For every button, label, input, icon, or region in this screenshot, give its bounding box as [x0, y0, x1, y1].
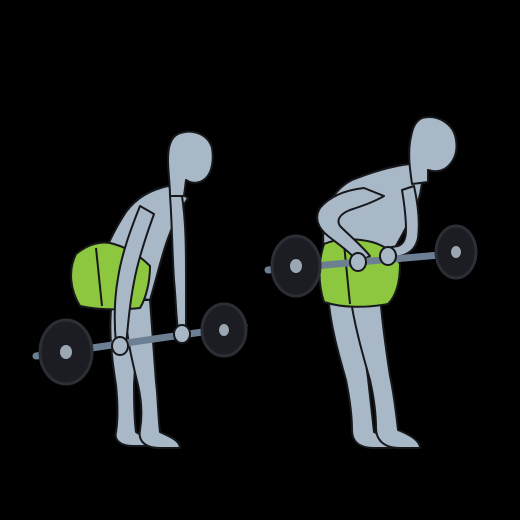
- figure-start-position: [32, 130, 248, 449]
- figure1-front-hand: [111, 336, 129, 356]
- figure1-right-plate-hub: [219, 324, 229, 336]
- figure2-right-plate-hub: [451, 246, 461, 258]
- figure1-shorts-seam: [95, 247, 103, 307]
- figure1-back-arm: [169, 195, 187, 331]
- figure2-front-leg: [349, 293, 421, 449]
- figure1-left-plate-hub: [60, 345, 72, 359]
- figure1-front-leg: [124, 299, 181, 449]
- figure-end-position: [264, 116, 478, 449]
- figure2-back-hand: [349, 252, 367, 272]
- figure2-head: [408, 116, 458, 185]
- figure2-front-hand: [379, 246, 397, 266]
- figure1-barbell: [32, 302, 248, 386]
- figure2-left-plate-hub: [290, 259, 302, 273]
- figure1-back-hand: [173, 324, 191, 344]
- figure1-head: [167, 130, 214, 197]
- figure2-back-arm: [316, 187, 385, 263]
- figure2-barbell: [264, 224, 478, 298]
